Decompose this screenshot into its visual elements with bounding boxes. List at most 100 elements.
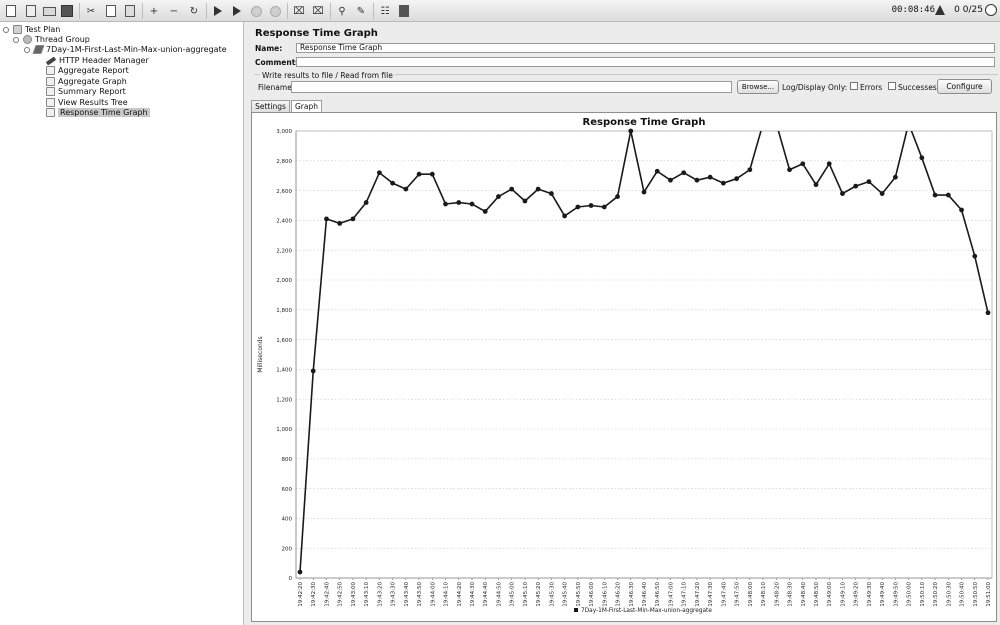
data-point	[734, 176, 740, 182]
reset-search-icon[interactable]: ✎	[356, 5, 366, 17]
legend-label: 7Day-1M-First-Last-Min-Max-union-aggrega…	[581, 608, 712, 614]
search-icon[interactable]: ⚲	[338, 5, 346, 17]
data-point	[932, 192, 938, 198]
x-tick-label: 19:50:30	[946, 582, 952, 607]
listener-icon	[46, 98, 55, 107]
x-tick-label: 19:48:10	[761, 582, 767, 607]
x-tick-label: 19:47:10	[682, 582, 688, 607]
expand-toggle-icon[interactable]	[3, 26, 9, 33]
data-point	[747, 167, 753, 173]
y-tick-label: 800	[282, 457, 293, 463]
x-tick-label: 19:45:50	[576, 582, 582, 607]
x-tick-label: 19:50:20	[933, 582, 939, 607]
clear-all-icon[interactable]: ⌧	[312, 5, 324, 17]
function-helper-icon[interactable]: ☷	[380, 5, 390, 17]
y-tick-label: 2,400	[276, 219, 292, 225]
start-icon[interactable]	[210, 3, 226, 19]
y-tick-label: 600	[282, 487, 293, 493]
errors-checkbox[interactable]	[850, 82, 858, 90]
filename-field[interactable]	[291, 81, 732, 93]
elapsed-time: 00:08:46	[891, 5, 935, 15]
tree-node-aggregate-report[interactable]: Aggregate Report	[46, 65, 129, 76]
x-tick-label: 19:48:40	[801, 582, 807, 607]
stop-icon[interactable]	[248, 3, 264, 19]
collapse-icon[interactable]: −	[169, 5, 179, 17]
templates-icon[interactable]	[23, 3, 39, 19]
paste-icon[interactable]	[122, 3, 138, 19]
data-point	[668, 177, 673, 183]
x-tick-label: 19:46:50	[655, 582, 661, 607]
data-point	[390, 180, 396, 186]
listener-icon	[46, 87, 55, 96]
x-tick-label: 19:44:00	[430, 582, 436, 607]
y-tick-label: 200	[282, 546, 293, 552]
copy-icon[interactable]	[103, 3, 119, 19]
listener-icon	[46, 108, 55, 117]
write-results-group: Write results to file / Read from file	[254, 71, 998, 100]
x-tick-label: 19:48:20	[774, 582, 780, 607]
data-point	[403, 186, 409, 192]
x-tick-label: 19:42:50	[338, 582, 344, 607]
listener-icon	[46, 66, 55, 75]
expand-toggle-icon[interactable]	[24, 46, 30, 53]
tree-node-sampler[interactable]: 7Day-1M-First-Last-Min-Max-union-aggrega…	[24, 44, 227, 55]
tab-settings[interactable]: Settings	[251, 100, 290, 112]
name-label: Name:	[255, 44, 283, 53]
x-tick-label: 19:51:00	[986, 582, 992, 607]
data-point	[575, 204, 581, 210]
tab-graph[interactable]: Graph	[291, 100, 322, 112]
y-tick-label: 1,800	[276, 308, 292, 314]
help-icon[interactable]	[396, 3, 412, 19]
toggle-icon[interactable]: ↻	[189, 5, 199, 17]
x-tick-label: 19:44:30	[470, 582, 476, 607]
name-field[interactable]: Response Time Graph	[296, 43, 995, 53]
x-tick-label: 19:45:10	[523, 582, 529, 607]
tree-node-response-time-graph[interactable]: Response Time Graph	[46, 107, 150, 118]
toolbar: ✂ + − ↻ ⌧ ⌧ ⚲ ✎ ☷ 00:08:46 0 0/25	[0, 0, 1000, 22]
tree-node-label: Test Plan	[25, 25, 61, 34]
new-icon[interactable]	[3, 3, 19, 19]
test-plan-tree[interactable]: Test Plan Thread Group 7Day-1M-First-Las…	[0, 22, 244, 625]
data-point	[707, 174, 713, 180]
save-icon[interactable]	[59, 3, 75, 19]
shutdown-icon[interactable]	[267, 3, 283, 19]
data-point	[376, 170, 382, 176]
y-tick-label: 2,800	[276, 159, 292, 165]
tree-node-test-plan[interactable]: Test Plan	[3, 24, 60, 35]
data-point	[720, 180, 726, 186]
tree-node-http-header-manager[interactable]: HTTP Header Manager	[45, 55, 149, 66]
x-tick-label: 19:45:40	[563, 582, 569, 607]
tree-node-view-results-tree[interactable]: View Results Tree	[46, 97, 128, 108]
x-tick-label: 19:46:00	[589, 582, 595, 607]
clear-icon[interactable]: ⌧	[293, 5, 305, 17]
x-tick-label: 19:42:30	[311, 582, 317, 607]
data-point	[337, 220, 343, 226]
data-point	[892, 174, 898, 180]
tree-node-summary-report[interactable]: Summary Report	[46, 86, 126, 97]
data-point	[800, 161, 806, 167]
tree-node-aggregate-graph[interactable]: Aggregate Graph	[46, 76, 127, 87]
x-tick-label: 19:43:30	[391, 582, 397, 607]
thread-counts: 0 0/25	[954, 5, 983, 15]
open-icon[interactable]	[41, 3, 57, 19]
comments-field[interactable]	[296, 57, 995, 67]
remote-status-icon[interactable]	[985, 4, 997, 16]
x-tick-label: 19:47:20	[695, 582, 701, 607]
toolbar-separator	[287, 3, 288, 19]
tree-node-thread-group[interactable]: Thread Group	[13, 34, 90, 45]
expand-icon[interactable]: +	[149, 5, 159, 17]
expand-toggle-icon[interactable]	[13, 36, 19, 43]
start-no-pauses-icon[interactable]	[229, 3, 245, 19]
warning-icon[interactable]	[935, 5, 945, 15]
test-plan-icon	[13, 25, 22, 34]
toolbar-separator	[206, 3, 207, 19]
browse-button[interactable]: Browse...	[737, 80, 779, 94]
cut-icon[interactable]: ✂	[86, 5, 96, 17]
y-tick-label: 3,000	[276, 129, 292, 135]
toolbar-separator	[142, 3, 143, 19]
x-tick-label: 19:43:20	[377, 582, 383, 607]
x-tick-label: 19:49:10	[840, 582, 846, 607]
successes-checkbox[interactable]	[888, 82, 896, 90]
configure-button[interactable]: Configure	[937, 79, 992, 94]
y-axis-label: Milliseconds	[257, 336, 264, 372]
